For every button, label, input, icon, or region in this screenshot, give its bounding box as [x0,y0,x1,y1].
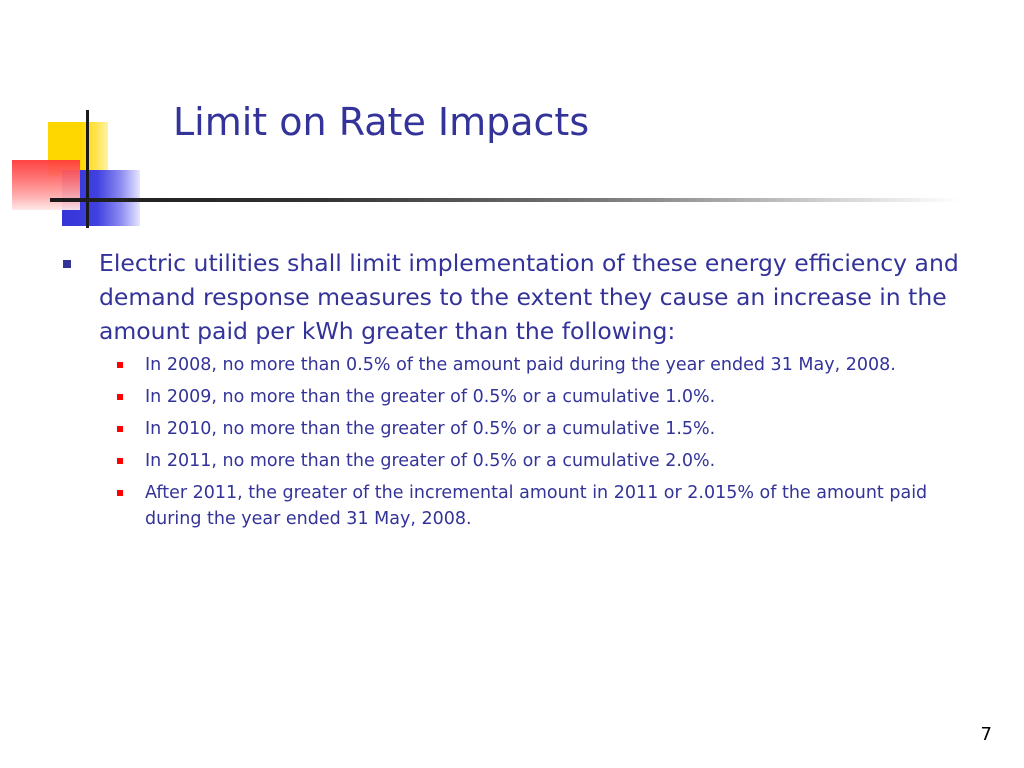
square-bullet-icon [63,260,71,268]
sub-bullet-item: In 2008, no more than 0.5% of the amount… [117,352,962,378]
main-bullet-item: Electric utilities shall limit implement… [62,246,962,348]
slide-content: Electric utilities shall limit implement… [62,246,962,538]
red-square-shape [12,160,80,210]
square-bullet-icon [117,362,123,368]
sub-bullet-item: After 2011, the greater of the increment… [117,480,962,532]
square-bullet-icon [117,490,123,496]
sub-bullet-item: In 2010, no more than the greater of 0.5… [117,416,962,442]
square-bullet-icon [117,458,123,464]
decorative-logo [0,0,180,240]
sub-bullet-text: In 2011, no more than the greater of 0.5… [145,451,716,471]
sub-bullet-item: In 2009, no more than the greater of 0.5… [117,384,962,410]
sub-bullet-text: In 2009, no more than the greater of 0.5… [145,387,716,407]
sub-bullet-item: In 2011, no more than the greater of 0.5… [117,448,962,474]
title-underline-rule [50,198,960,202]
square-bullet-icon [117,394,123,400]
square-bullet-icon [117,426,123,432]
page-number: 7 [980,724,992,745]
sub-bullet-list: In 2008, no more than 0.5% of the amount… [62,352,962,532]
vertical-rule [86,110,89,228]
sub-bullet-text: In 2008, no more than 0.5% of the amount… [145,355,896,375]
slide-title: Limit on Rate Impacts [173,100,590,144]
sub-bullet-text: In 2010, no more than the greater of 0.5… [145,419,716,439]
sub-bullet-text: After 2011, the greater of the increment… [145,483,928,529]
main-bullet-text: Electric utilities shall limit implement… [99,249,959,345]
